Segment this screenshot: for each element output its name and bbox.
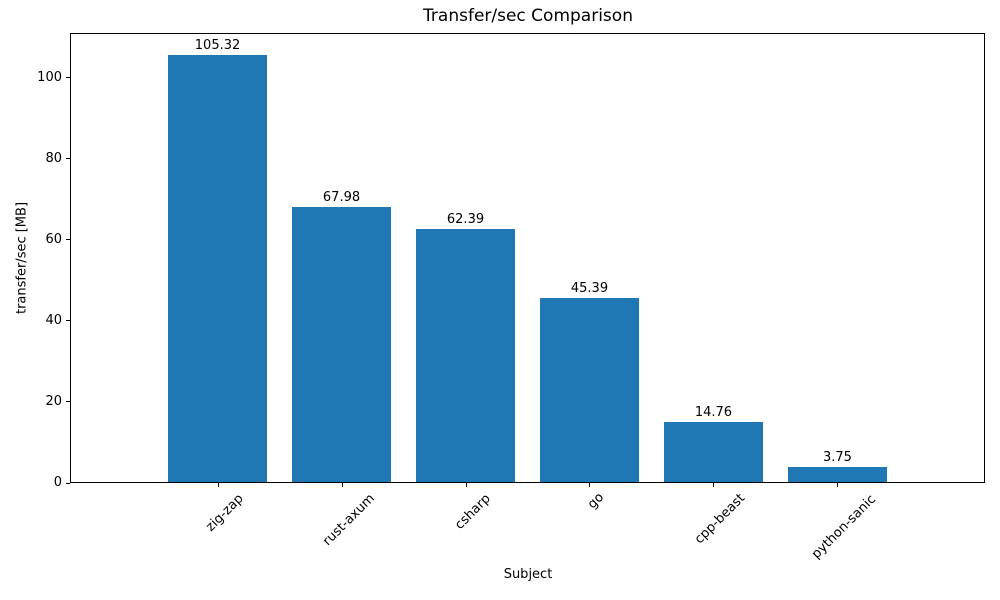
y-tick-label: 20 — [45, 393, 62, 409]
x-tick-mark — [713, 483, 715, 487]
y-tick-mark — [66, 77, 70, 79]
x-tick-label: csharp — [451, 491, 494, 533]
x-tick-mark — [465, 483, 467, 487]
bar-value-label: 67.98 — [322, 189, 361, 205]
y-tick-mark — [66, 482, 70, 484]
bar-value-label: 14.76 — [694, 405, 733, 421]
y-tick-mark — [66, 320, 70, 322]
bar-cpp-beast — [663, 422, 764, 482]
x-tick-mark — [589, 483, 591, 487]
x-tick-label: cpp-beast — [692, 491, 749, 548]
y-tick-mark — [66, 239, 70, 241]
y-tick-label: 60 — [45, 231, 62, 247]
plot-area: 105.32 67.98 62.39 45.39 14.76 3.75 — [70, 33, 985, 483]
y-tick-mark — [66, 401, 70, 403]
bar-csharp — [415, 229, 516, 482]
y-tick-label: 40 — [45, 312, 62, 328]
x-tick-label: python-sanic — [809, 491, 880, 562]
x-tick-label: rust-axum — [319, 491, 378, 550]
bar-rust-axum — [291, 206, 392, 482]
y-tick-label: 80 — [45, 150, 62, 166]
bar-value-label: 3.75 — [822, 449, 852, 465]
x-tick-mark — [837, 483, 839, 487]
y-axis-label: transfer/sec [MB] — [14, 201, 30, 315]
bar-value-label: 62.39 — [446, 212, 485, 228]
x-tick-mark — [217, 483, 219, 487]
chart-title: Transfer/sec Comparison — [423, 6, 633, 26]
y-tick-mark — [66, 158, 70, 160]
bar-go — [539, 298, 640, 482]
bar-value-label: 45.39 — [570, 281, 609, 297]
x-tick-label: go — [585, 490, 608, 513]
bar-value-label: 105.32 — [194, 38, 241, 54]
x-tick-mark — [341, 483, 343, 487]
bar-zig-zap — [167, 55, 268, 482]
x-tick-label: zig-zap — [202, 490, 247, 535]
y-tick-label: 100 — [37, 69, 62, 85]
bar-python-sanic — [787, 466, 888, 482]
y-tick-label: 0 — [53, 475, 62, 490]
x-axis-label: Subject — [503, 567, 553, 582]
